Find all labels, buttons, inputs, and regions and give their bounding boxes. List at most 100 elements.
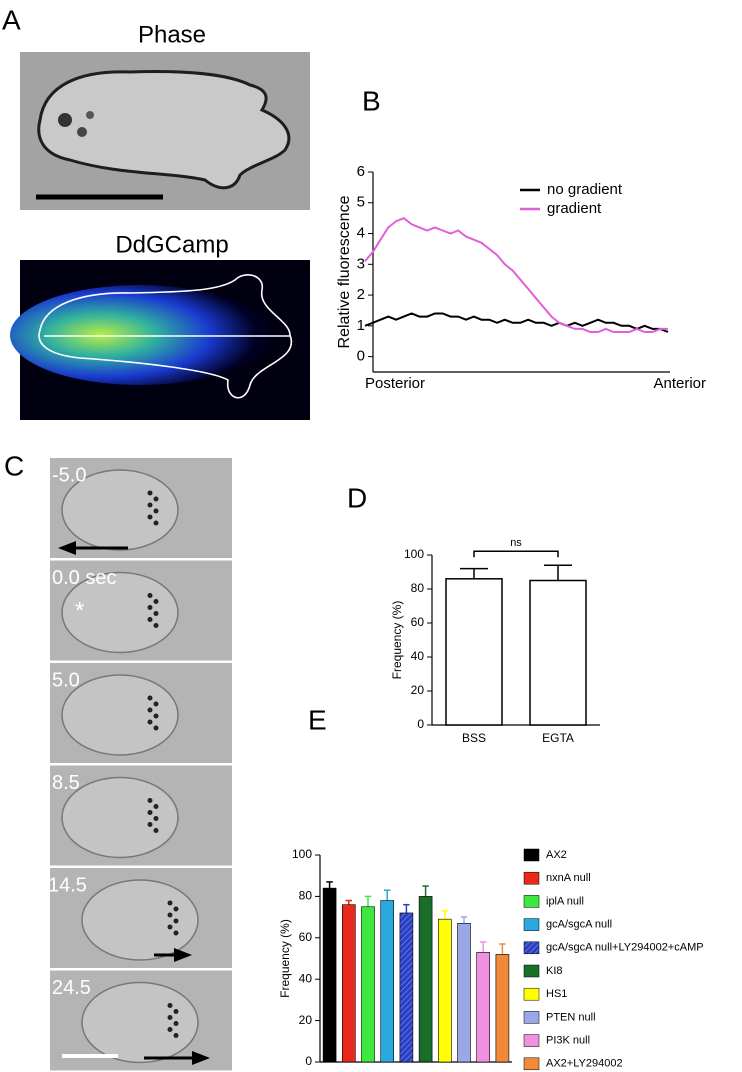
granule bbox=[153, 713, 159, 719]
granule bbox=[147, 617, 153, 622]
granule bbox=[167, 1015, 173, 1020]
y-tick-label: 6 bbox=[357, 163, 365, 180]
bar bbox=[457, 923, 471, 1063]
cell bbox=[61, 674, 179, 756]
time-label: 8.5 bbox=[52, 772, 80, 794]
granule bbox=[147, 707, 153, 713]
bar bbox=[495, 954, 510, 1063]
bar bbox=[476, 951, 491, 1063]
granule bbox=[147, 719, 153, 725]
bar bbox=[418, 896, 433, 1063]
legend-label: gcA/sgcA null bbox=[546, 919, 612, 931]
legend-label: gcA/sgcA null+LY294002+cAMP bbox=[546, 942, 704, 954]
y-tick-label: 5 bbox=[357, 194, 365, 211]
legend-swatch bbox=[523, 918, 540, 931]
granule bbox=[153, 599, 159, 604]
significance-bracket bbox=[473, 550, 559, 558]
line bbox=[364, 312, 669, 333]
y-tick-label: 60 bbox=[411, 615, 425, 629]
granule bbox=[147, 822, 153, 827]
bar bbox=[445, 578, 503, 726]
y-tick-label: 20 bbox=[299, 1013, 313, 1027]
granule bbox=[153, 701, 159, 707]
panel-label: A bbox=[2, 4, 21, 35]
granule bbox=[153, 508, 159, 514]
legend-swatch bbox=[523, 871, 540, 885]
granule bbox=[153, 725, 159, 731]
granule bbox=[153, 828, 159, 833]
granule bbox=[147, 502, 153, 508]
time-label: 0.0 sec bbox=[52, 567, 116, 589]
x-end-label: Anterior bbox=[653, 375, 706, 392]
legend-label: no gradient bbox=[547, 181, 623, 198]
granule bbox=[153, 804, 159, 809]
bar bbox=[399, 912, 414, 1063]
bar bbox=[380, 900, 395, 1063]
granule bbox=[153, 520, 159, 526]
legend-label: AX2 bbox=[546, 849, 567, 861]
granule bbox=[147, 810, 153, 815]
phase-image bbox=[20, 52, 310, 210]
time-label: 14.5 bbox=[48, 874, 87, 896]
granule bbox=[173, 1021, 179, 1026]
y-tick-label: 3 bbox=[357, 255, 365, 272]
panel-label: D bbox=[347, 482, 367, 513]
granule bbox=[147, 695, 153, 701]
legend-swatch bbox=[523, 1011, 540, 1024]
panel-label: E bbox=[308, 704, 327, 735]
y-axis-label: Relative fluorescence bbox=[336, 195, 353, 348]
y-tick-label: 20 bbox=[411, 683, 425, 697]
y-tick-label: 0 bbox=[305, 1054, 312, 1068]
legend-label: nxnA null bbox=[546, 872, 591, 884]
y-tick-label: 100 bbox=[292, 847, 312, 861]
line bbox=[364, 217, 668, 333]
granule bbox=[173, 1033, 179, 1038]
legend-swatch bbox=[523, 987, 540, 1001]
bar bbox=[341, 904, 356, 1063]
granule bbox=[147, 490, 153, 496]
legend-label: HS1 bbox=[546, 988, 567, 1000]
time-label: 5.0 bbox=[52, 669, 80, 691]
granule bbox=[167, 1027, 173, 1032]
legend-swatch bbox=[523, 848, 540, 862]
y-tick-label: 0 bbox=[417, 717, 424, 731]
cell bbox=[81, 879, 199, 961]
granule bbox=[147, 514, 153, 520]
legend-label: PTEN null bbox=[546, 1011, 596, 1023]
time-label: -5.0 bbox=[52, 464, 86, 486]
legend-label: iplA null bbox=[546, 895, 584, 907]
y-tick-label: 40 bbox=[411, 649, 425, 663]
cell bbox=[61, 469, 179, 551]
granule bbox=[167, 1003, 173, 1008]
granule bbox=[153, 611, 159, 616]
cell bbox=[61, 571, 179, 654]
granule bbox=[147, 605, 153, 610]
granule bbox=[173, 930, 179, 936]
legend-swatch bbox=[523, 941, 540, 955]
legend-swatch bbox=[523, 1057, 540, 1071]
y-axis-label: Frequency (%) bbox=[390, 601, 404, 680]
y-axis-label: Frequency (%) bbox=[278, 919, 292, 998]
y-tick-label: 4 bbox=[357, 225, 365, 242]
legend-label: KI8 bbox=[546, 965, 563, 977]
y-tick-label: 2 bbox=[357, 286, 365, 303]
granule bbox=[153, 816, 159, 821]
y-tick-label: 80 bbox=[411, 581, 425, 595]
granule bbox=[147, 798, 153, 803]
significance-label: ns bbox=[510, 537, 522, 549]
y-tick-label: 100 bbox=[404, 547, 424, 561]
image-title: DdGCamp bbox=[115, 231, 228, 258]
granule bbox=[167, 924, 173, 930]
granule bbox=[167, 912, 173, 918]
x-tick-label: EGTA bbox=[542, 731, 574, 745]
legend-swatch bbox=[523, 1034, 540, 1047]
legend-swatch bbox=[523, 964, 540, 978]
legend-label: gradient bbox=[547, 200, 602, 217]
bar bbox=[529, 579, 587, 726]
marker: * bbox=[75, 597, 84, 624]
cell bbox=[81, 981, 199, 1064]
bar bbox=[437, 918, 452, 1063]
arrows bbox=[58, 541, 210, 1065]
y-tick-label: 1 bbox=[357, 317, 365, 334]
